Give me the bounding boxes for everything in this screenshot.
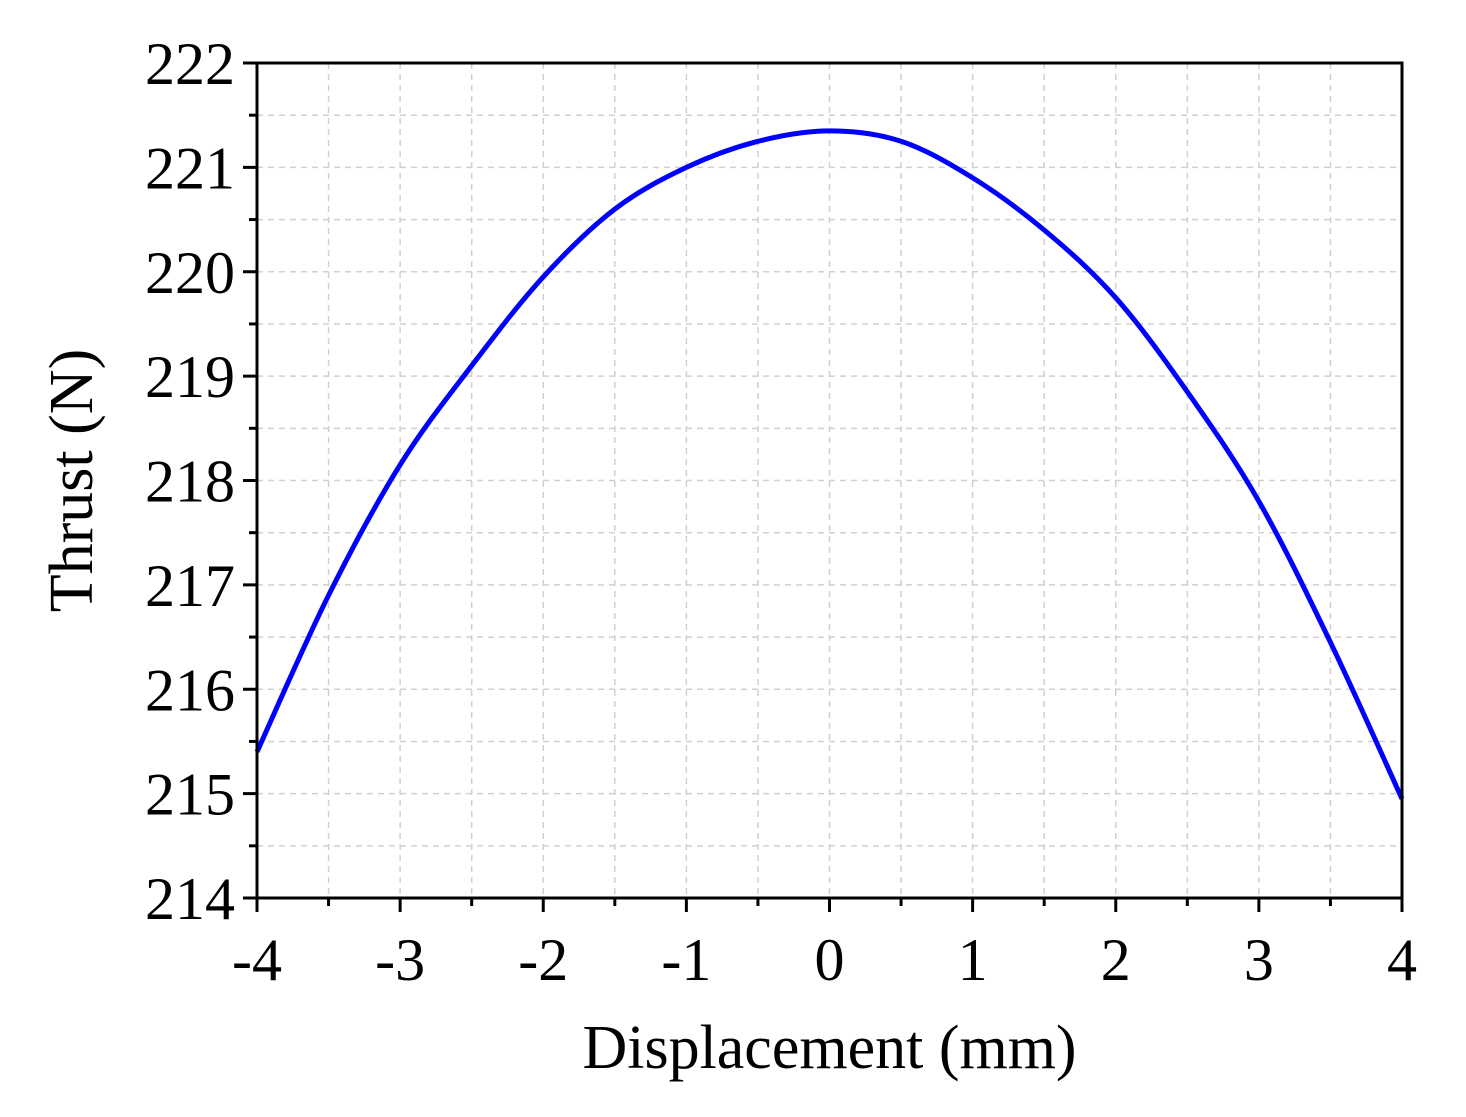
y-tick-label: 218 [145,449,235,515]
x-axis-title: Displacement (mm) [582,1014,1076,1082]
y-tick-label: 222 [145,31,235,97]
y-tick-label: 219 [145,344,235,410]
ticks [243,61,1404,912]
x-tick-label: 0 [815,927,845,993]
y-axis-title: Thrust (N) [38,349,106,612]
series-line [254,128,1405,800]
x-tick-labels: -4 -3 -2 -1 0 1 2 3 4 [232,927,1417,993]
y-tick-label: 220 [145,240,235,306]
x-tick-label: 3 [1244,927,1274,993]
x-tick-label: 1 [958,927,988,993]
series-layer [254,128,1405,800]
x-tick-label: -2 [518,927,568,993]
y-tick-label: 217 [145,553,235,619]
x-tick-label: -1 [661,927,711,993]
y-tick-label: 216 [145,657,235,723]
y-tick-label: 214 [145,866,235,932]
x-tick-label: -4 [232,927,282,993]
y-tick-label: 215 [145,762,235,828]
y-tick-labels: 214 215 216 217 218 219 220 221 222 [145,31,235,932]
x-tick-label: 4 [1387,927,1417,993]
y-tick-label: 221 [145,135,235,201]
x-tick-label: 2 [1101,927,1131,993]
grid [257,63,1402,898]
x-tick-label: -3 [375,927,425,993]
